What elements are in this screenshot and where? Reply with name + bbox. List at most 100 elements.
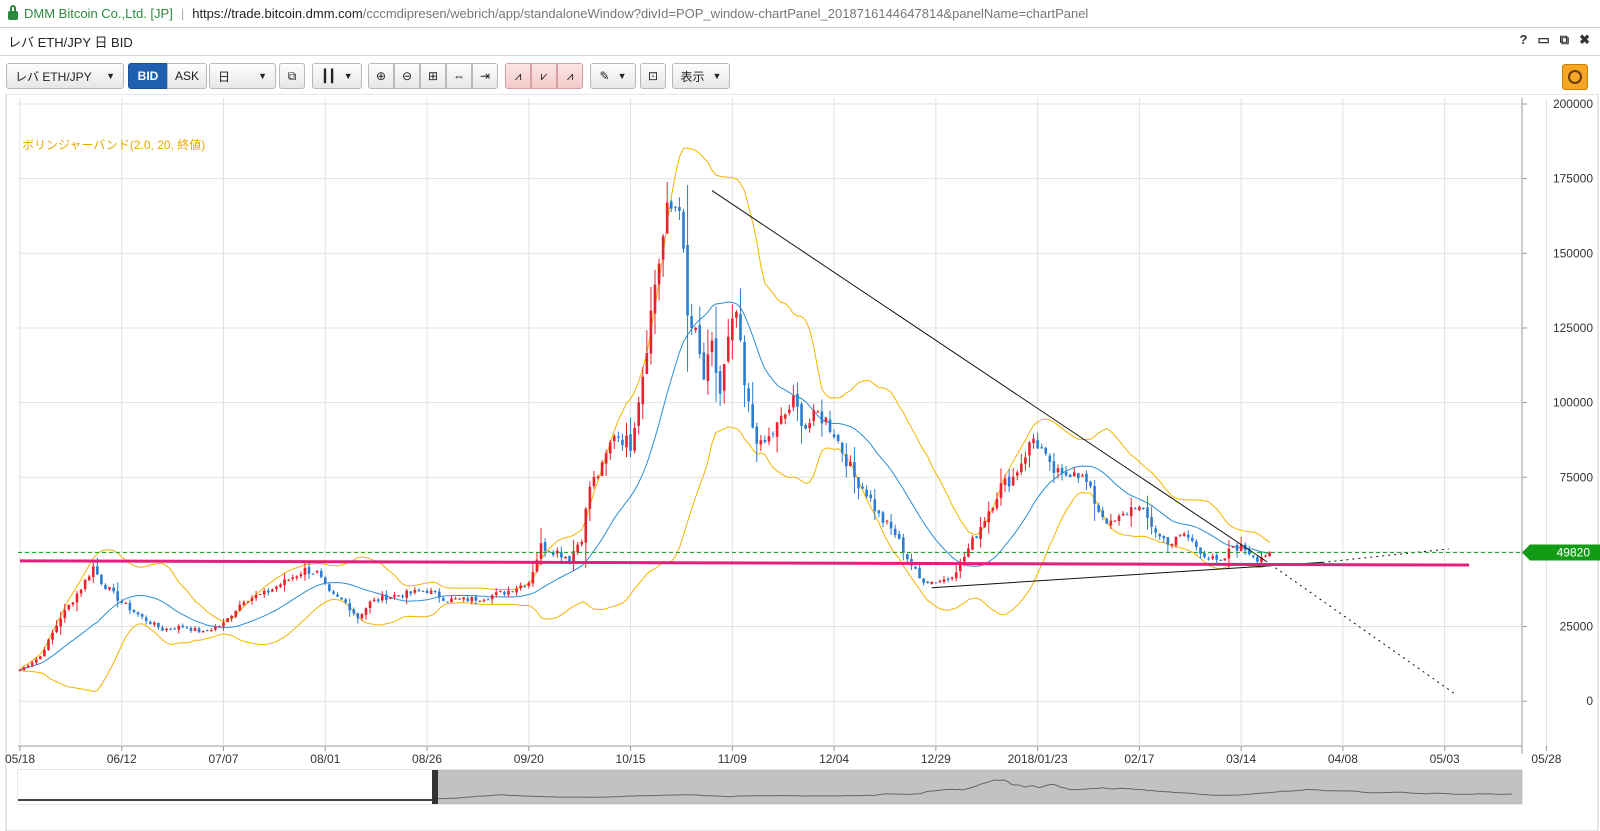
candle-body — [1174, 536, 1178, 546]
minimize-icon[interactable]: ▭ — [1537, 32, 1550, 47]
candle-body — [963, 556, 966, 562]
candle-body — [380, 595, 384, 601]
candle-body — [783, 414, 787, 419]
candle-body — [812, 410, 816, 421]
candle-body — [942, 579, 946, 582]
fit-width-button[interactable]: ⇔ — [446, 63, 472, 89]
indicator-settings-icon: ⩗ — [540, 68, 548, 83]
candle-body — [1028, 442, 1031, 456]
chart-type-select[interactable]: ┃┃ ▼ — [312, 63, 362, 89]
candle-body — [258, 593, 262, 595]
candle-body — [547, 551, 551, 553]
candle-body — [1072, 472, 1076, 477]
candle-body — [836, 434, 840, 441]
candle-body — [869, 494, 873, 499]
restore-icon[interactable]: ⧉ — [1559, 32, 1570, 47]
x-tick-label: 03/14 — [1226, 752, 1256, 766]
candle-body — [39, 656, 42, 660]
candle-body — [332, 591, 335, 594]
indicator-settings-button[interactable]: ⩗ — [531, 63, 557, 89]
candle-body — [1150, 516, 1153, 527]
candle-body — [625, 435, 628, 448]
close-icon[interactable]: ✖ — [1579, 32, 1590, 47]
candle-body — [690, 316, 693, 328]
add-indicator-button[interactable]: ⩘ — [505, 63, 531, 89]
candle-body — [405, 590, 408, 598]
candle-body — [91, 566, 95, 578]
y-tick-label: 175000 — [1553, 172, 1593, 186]
candle-body — [893, 528, 897, 536]
compare-button[interactable]: ⧉ — [279, 63, 305, 89]
trendline-support — [931, 561, 1323, 589]
candle-body — [1215, 554, 1219, 560]
candle-body — [1166, 537, 1170, 545]
candle-body — [490, 595, 494, 600]
candle-body — [238, 604, 242, 611]
candle-body — [466, 598, 470, 602]
candle-body — [429, 590, 433, 594]
url-path[interactable]: /cccmdipresen/webrich/app/standaloneWind… — [362, 6, 1089, 21]
zoom-in-button[interactable]: ⊕ — [368, 63, 394, 89]
candle-body — [535, 559, 539, 572]
candle-body — [336, 594, 339, 597]
candle-body — [763, 440, 767, 443]
price-chart[interactable]: 200000 175000 150000 125000 100000 75000 25000… — [0, 94, 1600, 831]
candle-body — [230, 615, 233, 619]
indicator-label: ボリンジャーバンド(2.0, 20, 終値) — [22, 137, 205, 152]
ask-button[interactable]: ASK — [167, 63, 207, 89]
candle-body — [271, 589, 274, 592]
help-icon[interactable]: ? — [1519, 32, 1528, 47]
candle-body — [1085, 473, 1088, 483]
display-menu-label: 表示 — [680, 69, 705, 84]
candle-body — [576, 544, 579, 553]
screenshot-button[interactable]: ⊡ — [640, 63, 666, 89]
url-host[interactable]: https://trade.bitcoin.dmm.com — [192, 6, 363, 21]
period-select-label: 日 — [218, 69, 231, 84]
scroll-latest-button[interactable]: ⇥ — [472, 63, 498, 89]
candle-body — [726, 336, 730, 362]
candle-body — [222, 622, 225, 627]
crosshair-button[interactable]: ⊞ — [420, 63, 446, 89]
candle-body — [954, 572, 958, 579]
bid-button[interactable]: BID — [128, 63, 168, 89]
remove-indicator-button[interactable]: ⩘ — [557, 63, 583, 89]
settings-icon[interactable] — [1562, 64, 1588, 90]
candle-body — [958, 561, 962, 572]
candle-body — [30, 662, 34, 666]
candle-body — [22, 667, 26, 670]
candle-body — [641, 376, 645, 405]
drawing-tool-select[interactable]: ✎ ▼ — [590, 63, 636, 89]
chart-image-icon: ⊡ — [647, 69, 659, 83]
candle-body — [519, 585, 522, 589]
candle-body — [845, 454, 848, 467]
display-menu-button[interactable]: 表示 ▼ — [672, 63, 730, 89]
candle-body — [173, 628, 176, 630]
candle-body — [775, 422, 779, 437]
candle-body — [266, 590, 270, 593]
candle-body — [743, 342, 746, 386]
candle-body — [315, 570, 319, 573]
candle-body — [1178, 534, 1182, 536]
zoom-out-button[interactable]: ⊖ — [394, 63, 420, 89]
candle-body — [442, 597, 445, 601]
window-controls: ? ▭ ⧉ ✖ — [1520, 32, 1590, 48]
period-select[interactable]: 日 ▼ — [209, 63, 276, 89]
candle-body — [731, 318, 734, 341]
trendline-resistance — [711, 190, 1266, 562]
candle-body — [319, 570, 323, 578]
site-name: DMM Bitcoin Co.,Ltd. [JP] — [24, 6, 173, 21]
candle-body — [669, 201, 673, 209]
symbol-select[interactable]: レバ ETH/JPY ▼ — [6, 63, 124, 89]
candle-body — [861, 486, 864, 489]
candle-body — [482, 599, 486, 601]
candle-body — [906, 554, 909, 560]
candle-body — [116, 591, 119, 601]
candle-body — [55, 625, 58, 633]
candle-body — [454, 598, 457, 600]
candle-body — [59, 618, 63, 627]
candle-body — [1182, 533, 1186, 536]
candle-body — [128, 602, 132, 611]
candle-body — [295, 576, 299, 579]
candle-body — [279, 584, 282, 587]
window-title: レバ ETH/JPY 日 BID — [8, 35, 133, 50]
